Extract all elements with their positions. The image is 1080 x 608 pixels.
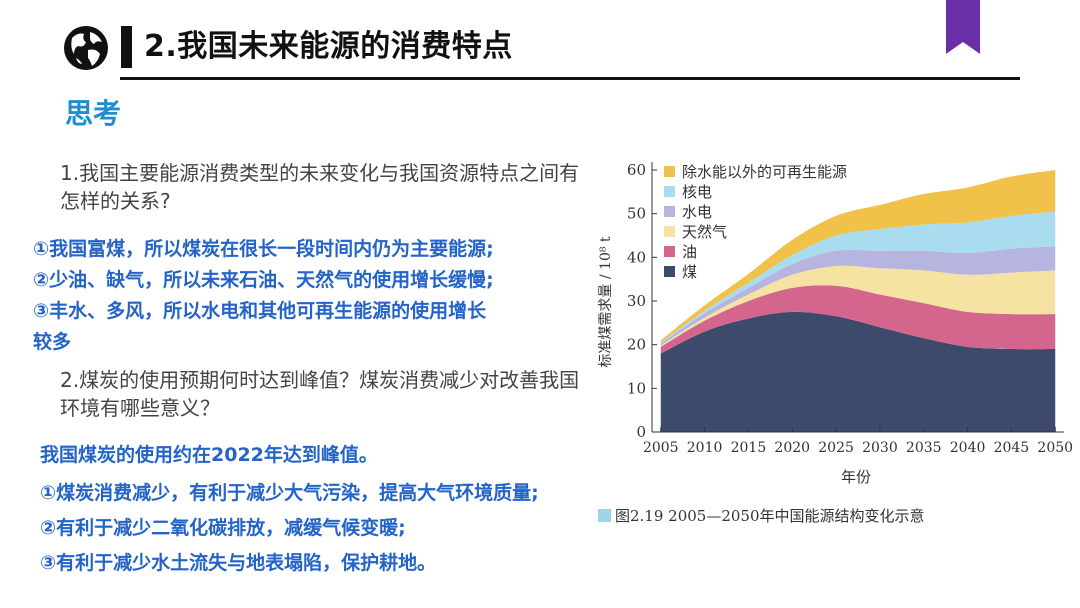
- page-title: 2.我国未来能源的消费特点: [144, 29, 513, 64]
- legend-label: 除水能以外的可再生能源: [682, 163, 847, 181]
- x-tick-label: 2005: [643, 440, 679, 456]
- y-tick-label: 0: [636, 423, 646, 441]
- answer-2-line-1: 我国煤炭的使用约在2022年达到峰值。: [40, 444, 378, 466]
- area-除水能以外的可再生能源: [660, 170, 1056, 343]
- figure-caption: 图2.19 2005—2050年中国能源结构变化示意: [598, 505, 925, 527]
- x-tick-label: 2050: [1037, 440, 1073, 456]
- area-油: [660, 285, 1056, 354]
- y-tick-label: 50: [627, 205, 646, 223]
- legend-swatch: [664, 226, 675, 237]
- answer-1-line-4: 较多: [33, 331, 72, 353]
- question-1: 1.我国主要能源消费类型的未来变化与我国资源特点之间有怎样的关系?: [60, 161, 580, 213]
- y-tick-label: 30: [627, 292, 646, 310]
- section-subtitle: 思考: [65, 97, 122, 130]
- x-axis-title: 年份: [841, 468, 871, 486]
- bookmark-ribbon-icon: [946, 0, 980, 54]
- legend-label: 煤: [682, 263, 697, 281]
- answer-1-line-3: ③丰水、多风，所以水电和其他可再生能源的使用增长: [33, 300, 487, 322]
- answer-1-line-2: ②少油、缺气，所以未来石油、天然气的使用增长缓慢;: [33, 269, 494, 291]
- legend-label: 核电: [682, 183, 712, 201]
- legend-swatch: [664, 206, 675, 217]
- x-tick-label: 2035: [906, 440, 942, 456]
- area-水电: [660, 246, 1056, 346]
- globe-icon: [64, 26, 108, 70]
- y-tick-label: 40: [627, 248, 646, 266]
- x-tick-label: 2045: [994, 440, 1030, 456]
- legend-swatch: [664, 186, 675, 197]
- legend-swatch: [664, 246, 675, 257]
- legend-swatch: [664, 266, 675, 277]
- y-tick-label: 20: [627, 336, 646, 354]
- legend-label: 天然气: [682, 223, 727, 241]
- answer-2-line-3: ②有利于减少二氧化碳排放，减缓气候变暖;: [40, 517, 406, 539]
- legend-label: 水电: [682, 203, 712, 221]
- x-tick-label: 2020: [774, 440, 810, 456]
- answer-2-line-2: ①煤炭消费减少，有利于减少大气污染，提高大气环境质量;: [40, 482, 539, 504]
- y-tick-label: 10: [627, 379, 646, 397]
- answer-1-line-1: ①我国富煤，所以煤炭在很长一段时间内仍为主要能源;: [33, 238, 494, 260]
- legend-swatch: [664, 166, 675, 177]
- area-天然气: [660, 265, 1056, 347]
- x-tick-label: 2025: [818, 440, 854, 456]
- y-axis-title: 标准煤需求量 / 10⁸ t: [598, 236, 614, 367]
- x-tick-label: 2015: [731, 440, 767, 456]
- area-煤: [660, 311, 1056, 432]
- x-tick-label: 2010: [687, 440, 723, 456]
- y-tick-label: 60: [627, 161, 646, 179]
- legend-label: 油: [682, 243, 697, 261]
- caption-marker: [598, 509, 611, 522]
- title-divider: [120, 77, 1020, 80]
- area-核电: [660, 211, 1056, 344]
- x-tick-label: 2030: [862, 440, 898, 456]
- question-2: 2.煤炭的使用预期何时达到峰值？煤炭消费减少对改善我国环境有哪些意义？: [60, 368, 580, 420]
- caption-text: 图2.19 2005—2050年中国能源结构变化示意: [615, 507, 925, 525]
- answer-2-line-4: ③有利于减少水土流失与地表塌陷，保护耕地。: [40, 552, 437, 574]
- x-tick-label: 2040: [950, 440, 986, 456]
- title-accent-bar: [121, 26, 132, 68]
